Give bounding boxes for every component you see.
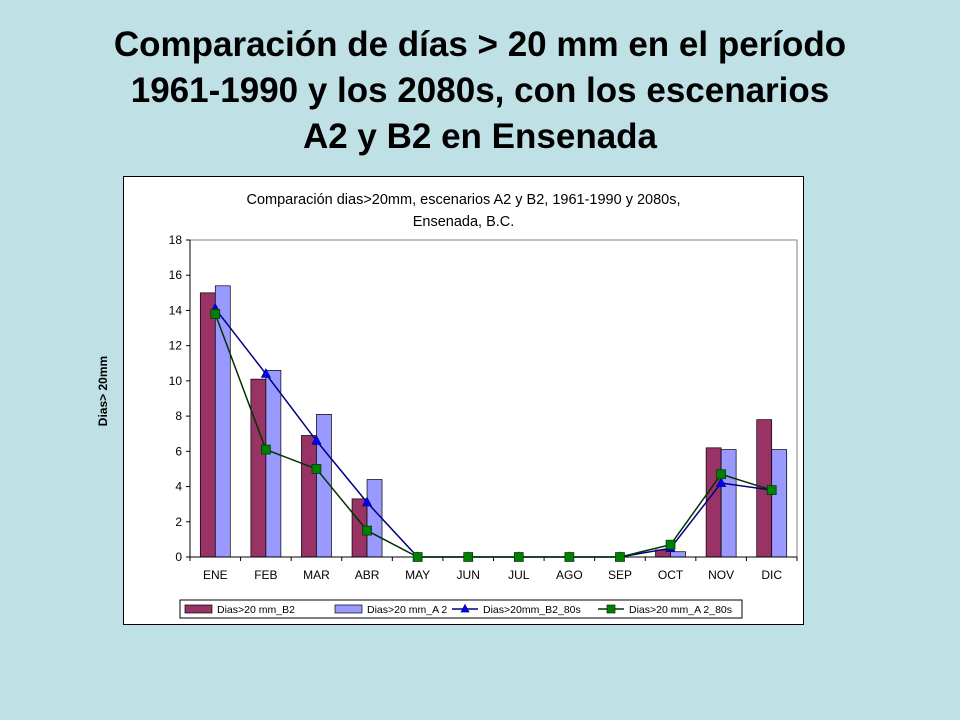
x-tick-label-nov: NOV: [708, 568, 734, 582]
x-tick-label-sep: SEP: [608, 568, 632, 582]
x-tick-label-jul: JUL: [508, 568, 530, 582]
marker-a2-80s-sep: [615, 552, 625, 562]
marker-a2-80s-ago: [564, 552, 575, 562]
legend-label-3: Dias>20mm_B2_80s: [483, 604, 581, 616]
legend-key-a2-80s: [606, 604, 616, 614]
bar-a2-abr: [366, 479, 383, 558]
bar-a2-oct: [670, 551, 686, 558]
x-tick-label-oct: OCT: [658, 568, 684, 582]
slide-title-line-1: Comparación de días > 20 mm en el períod…: [113, 25, 847, 64]
y-tick-label-16: 16: [169, 268, 183, 282]
x-tick-label-jun: JUN: [457, 568, 480, 582]
legend-label-1: Dias>20 mm_B2: [217, 604, 295, 616]
marker-a2-80s-mar: [311, 464, 322, 474]
slide-title-line-3: A2 y B2 en Ensenada: [302, 117, 658, 156]
y-tick-label-4: 4: [175, 480, 182, 494]
chart-title: Comparación dias>20mm, escenarios A2 y B…: [124, 189, 803, 233]
y-tick-label-0: 0: [175, 550, 182, 564]
marker-a2-80s-dic: [766, 485, 777, 495]
line-a2-80s: [214, 313, 772, 558]
y-axis-label: Dias> 20mm: [96, 355, 110, 427]
bar-b2-mar: [301, 435, 317, 558]
slide-title: Comparación de días > 20 mm en el períod…: [40, 22, 920, 160]
marker-b2-80s-mar: [311, 435, 322, 445]
legend-key-b2-80s: [460, 603, 470, 613]
legend-label-2: Dias>20 mm_A 2: [367, 604, 447, 616]
bar-a2-dic: [771, 449, 788, 558]
chart-plot: 0 2 4 6 8 10 12 14 16 18 ENE FEB MAR ABR MAY JUN JUL AGO S…: [169, 233, 798, 619]
bar-b2-ene: [199, 292, 216, 558]
legend-label-4: Dias>20 mm_A 2_80s: [629, 604, 732, 616]
y-tick-label-18: 18: [169, 233, 183, 247]
marker-a2-80s-may: [412, 552, 423, 562]
marker-a2-80s-ene: [210, 309, 221, 319]
x-tick-label-dic: DIC: [761, 568, 782, 582]
y-tick-label-2: 2: [175, 515, 182, 529]
x-tick-label-mar: MAR: [303, 568, 330, 582]
chart-title-line-2: Ensenada, B.C.: [412, 214, 515, 230]
bar-a2-ene: [214, 285, 231, 558]
x-tick-label-may: MAY: [405, 568, 430, 582]
bar-a2-feb: [265, 369, 282, 558]
y-tick-label-6: 6: [175, 444, 182, 458]
x-tick-label-abr: ABR: [355, 568, 380, 582]
marker-a2-80s-feb: [261, 444, 271, 455]
chart-container: Comparación dias>20mm, escenarios A2 y B…: [123, 176, 804, 625]
legend-key-a2: [334, 604, 363, 614]
bar-a2-nov: [720, 449, 737, 558]
bar-b2-nov: [705, 447, 722, 558]
marker-a2-80s-jun: [463, 552, 474, 562]
slide-title-line-2: 1961-1990 y los 2080s, con los escenario…: [130, 71, 830, 110]
y-tick-label-14: 14: [169, 303, 183, 317]
marker-a2-80s-nov: [716, 469, 726, 480]
x-tick-label-ene: ENE: [203, 568, 228, 582]
marker-a2-80s-oct: [665, 539, 676, 550]
x-tick-label-ago: AGO: [556, 568, 583, 582]
bar-a2-mar: [316, 414, 332, 558]
marker-a2-80s-jul: [513, 552, 524, 562]
bar-b2-feb: [250, 378, 267, 558]
marker-b2-80s-abr: [361, 496, 373, 507]
x-tick-label-feb: FEB: [254, 568, 277, 582]
marker-b2-80s-feb: [260, 368, 271, 378]
chart-title-line-1: Comparación dias>20mm, escenarios A2 y B…: [246, 192, 681, 208]
legend-key-b2: [184, 604, 213, 614]
marker-b2-80s-nov: [716, 477, 727, 487]
y-tick-label-10: 10: [169, 374, 183, 388]
marker-a2-80s-abr: [362, 525, 372, 536]
y-tick-label-8: 8: [175, 409, 182, 423]
y-tick-label-12: 12: [169, 339, 183, 353]
